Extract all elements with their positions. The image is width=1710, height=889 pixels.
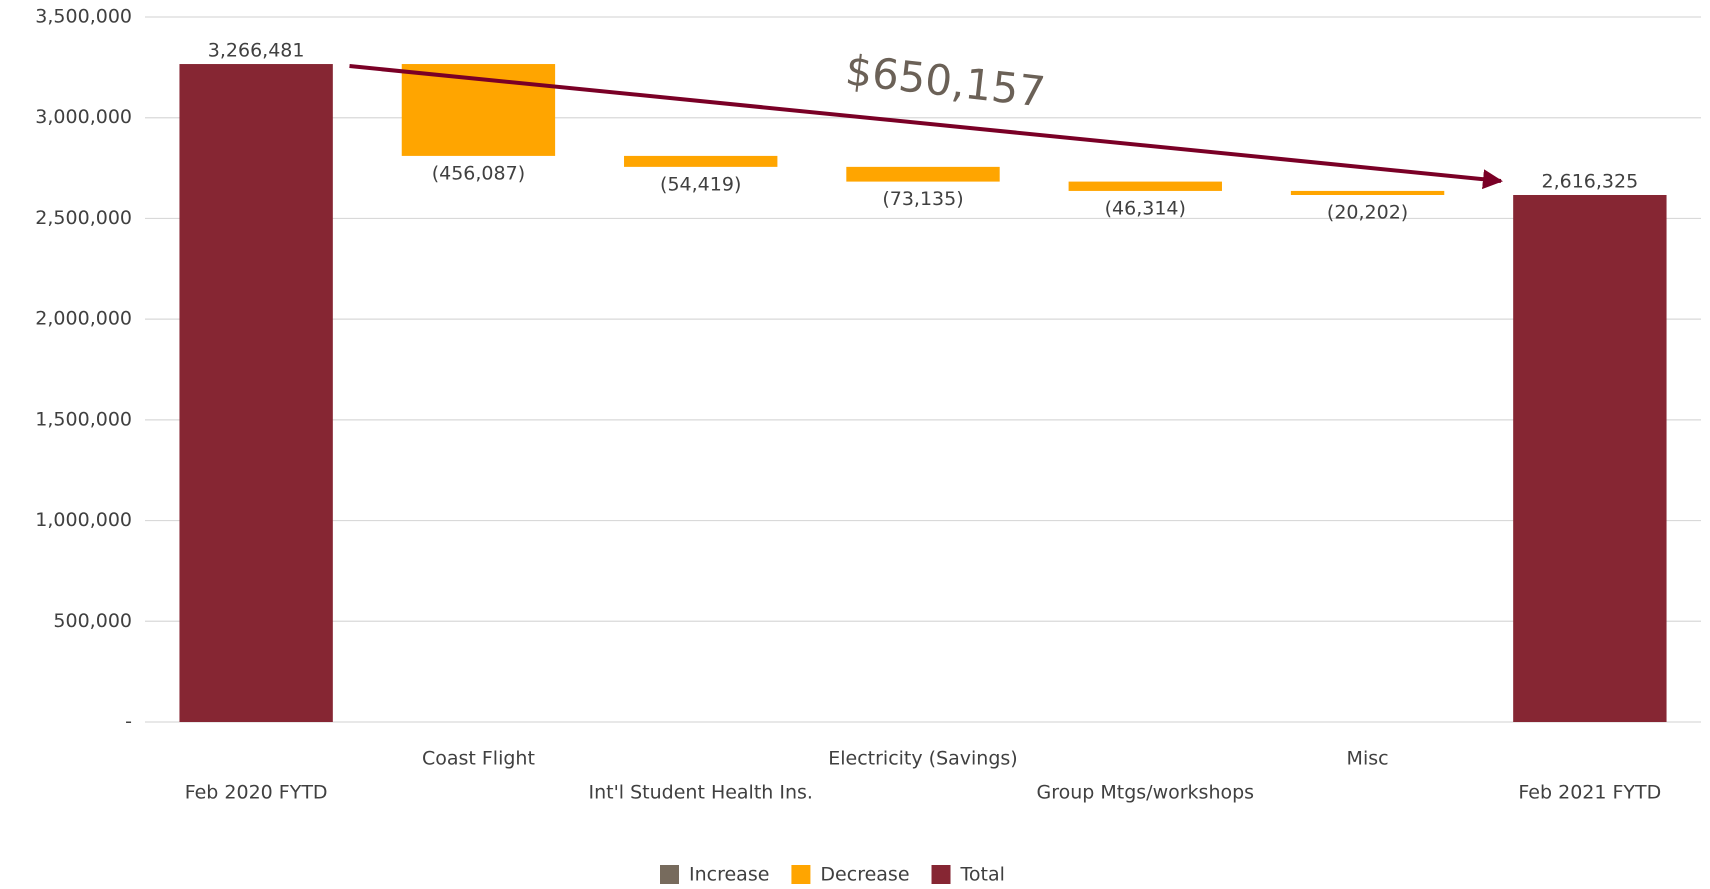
data-label: (456,087) bbox=[432, 162, 525, 184]
bar bbox=[179, 64, 333, 722]
data-label: (73,135) bbox=[882, 188, 963, 210]
legend-label: Decrease bbox=[820, 864, 909, 886]
bar bbox=[1068, 181, 1222, 191]
data-label: 2,616,325 bbox=[1542, 170, 1639, 192]
bar bbox=[1290, 190, 1445, 195]
bar bbox=[846, 166, 1000, 182]
x-tick-label: Feb 2020 FYTD bbox=[185, 782, 328, 804]
bar bbox=[1513, 194, 1667, 723]
y-tick-label: 500,000 bbox=[53, 610, 132, 632]
y-tick-label: 2,000,000 bbox=[35, 308, 132, 330]
legend-swatch bbox=[791, 865, 811, 884]
legend-label: Total bbox=[960, 864, 1005, 886]
legend-label: Increase bbox=[689, 864, 769, 886]
bar bbox=[624, 155, 778, 167]
y-tick-label: 1,000,000 bbox=[35, 509, 132, 531]
x-tick-label: Misc bbox=[1347, 748, 1389, 770]
x-tick-label: Coast Flight bbox=[422, 748, 535, 770]
x-tick-label: Electricity (Savings) bbox=[828, 748, 1017, 770]
legend-swatch bbox=[660, 865, 679, 884]
x-tick-label: Group Mtgs/workshops bbox=[1036, 782, 1254, 804]
y-tick-label: 2,500,000 bbox=[35, 207, 132, 229]
y-tick-label: 3,500,000 bbox=[35, 6, 132, 28]
x-tick-label: Feb 2021 FYTD bbox=[1518, 782, 1661, 804]
x-tick-label: Int'l Student Health Ins. bbox=[588, 782, 812, 804]
data-label: 3,266,481 bbox=[208, 40, 305, 62]
annotation: $650,157 bbox=[843, 45, 1048, 116]
y-tick-label: - bbox=[125, 711, 132, 733]
data-label: (54,419) bbox=[660, 173, 741, 195]
y-tick-label: 3,000,000 bbox=[35, 106, 132, 128]
y-tick-label: 1,500,000 bbox=[35, 408, 132, 430]
arrow bbox=[349, 64, 1503, 190]
legend-swatch bbox=[931, 865, 951, 884]
data-label: (46,314) bbox=[1105, 197, 1186, 219]
data-label: (20,202) bbox=[1327, 201, 1408, 223]
